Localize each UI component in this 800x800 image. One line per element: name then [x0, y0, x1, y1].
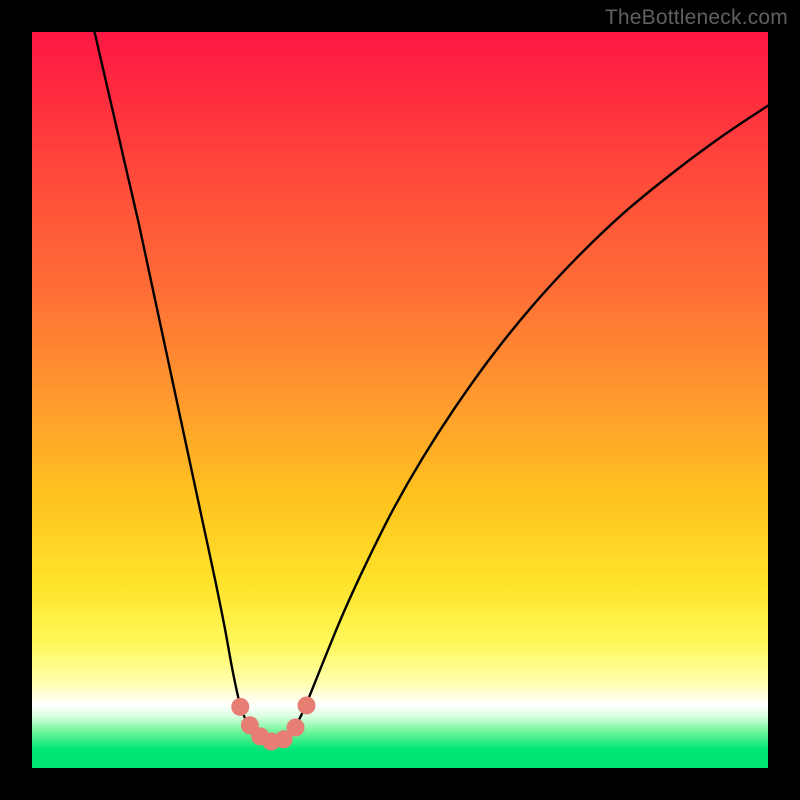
marker-point: [287, 719, 304, 736]
marker-point: [232, 698, 249, 715]
marker-point: [298, 697, 315, 714]
watermark-text: TheBottleneck.com: [605, 6, 788, 30]
plot-svg: [0, 0, 800, 800]
plot-background: [32, 32, 768, 768]
stage: TheBottleneck.com: [0, 0, 800, 800]
